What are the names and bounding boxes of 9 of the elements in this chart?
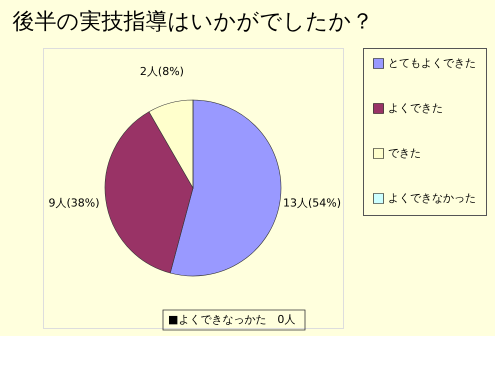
data-label: 13人(54%): [282, 196, 341, 210]
data-label: 9人(38%): [48, 196, 100, 210]
legend-label: できた: [388, 146, 421, 160]
text: ■よくできなっかた 0人: [168, 313, 296, 326]
legend-label: よくできた: [388, 102, 443, 114]
legend-label: よくできなかった: [388, 192, 476, 204]
data-label: 2人(8%): [140, 65, 184, 78]
chart-title: 後半の実技指導はいかがでしたか？: [12, 10, 374, 34]
legend-label: とてもよくできた: [388, 56, 476, 70]
